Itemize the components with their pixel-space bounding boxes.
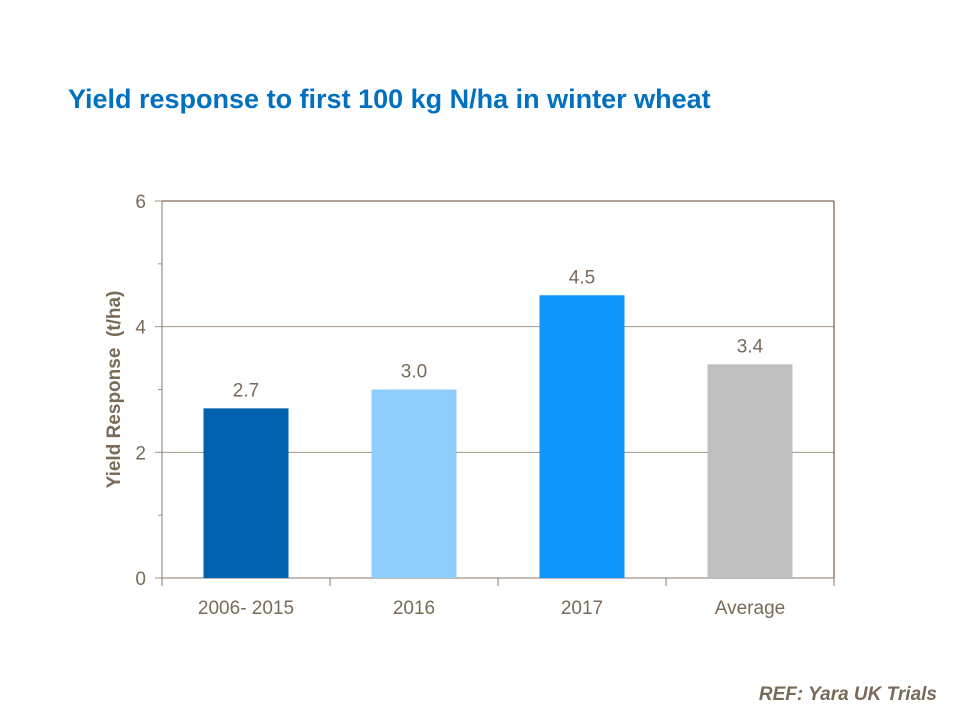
- y-tick-label: 6: [135, 192, 146, 213]
- x-tick-label: Average: [715, 598, 785, 619]
- data-label: 3.0: [401, 362, 427, 383]
- y-tick-label: 2: [135, 443, 146, 464]
- data-label: 4.5: [569, 267, 595, 288]
- x-tick-label: 2017: [561, 598, 603, 619]
- x-tick-label: 2016: [393, 598, 435, 619]
- bar: [539, 295, 625, 578]
- x-tick-label: 2006- 2015: [198, 598, 294, 619]
- reference-note: REF: Yara UK Trials: [758, 684, 937, 705]
- y-axis-label: Yield Response (t/ha): [104, 291, 125, 489]
- data-label: 3.4: [737, 336, 764, 357]
- y-tick-label: 4: [135, 318, 146, 339]
- data-label: 2.7: [233, 380, 259, 401]
- bar: [371, 389, 457, 578]
- bar: [203, 408, 289, 578]
- chart-title: Yield response to first 100 kg N/ha in w…: [68, 84, 711, 114]
- y-tick-label: 0: [135, 569, 146, 590]
- bar: [707, 364, 793, 578]
